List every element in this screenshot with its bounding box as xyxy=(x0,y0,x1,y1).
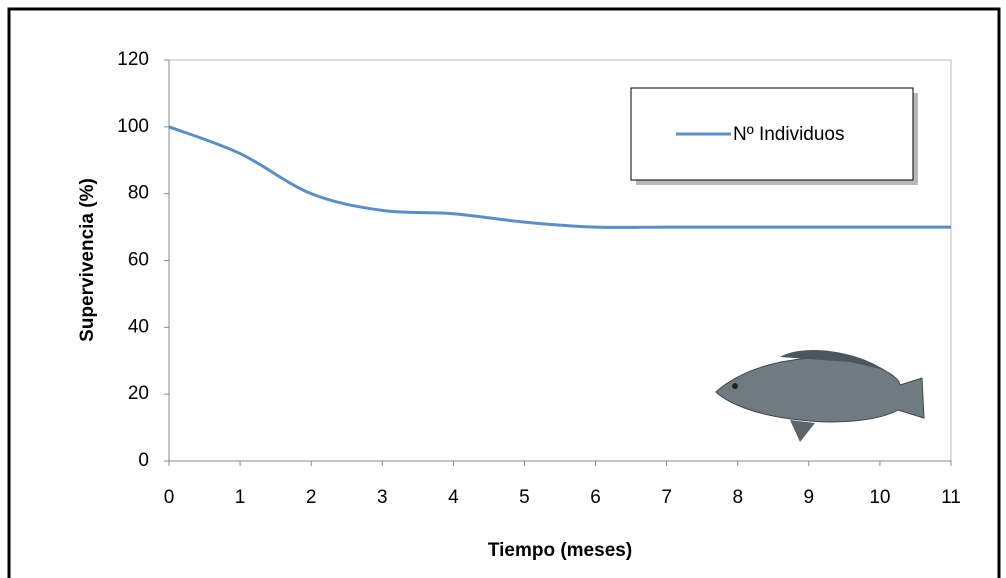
y-axis-title: Supervivencia (%) xyxy=(77,178,98,342)
x-tick-label: 6 xyxy=(590,487,601,508)
y-tick-label: 0 xyxy=(138,450,149,471)
y-tick-label: 40 xyxy=(128,316,149,337)
x-tick-label: 8 xyxy=(732,487,743,508)
y-tick-label: 120 xyxy=(117,49,149,70)
x-tick-label: 0 xyxy=(164,487,175,508)
x-tick-label: 10 xyxy=(869,487,890,508)
y-tick-label: 20 xyxy=(128,383,149,404)
y-tick-label: 60 xyxy=(128,250,149,271)
x-tick-label: 9 xyxy=(804,487,815,508)
y-tick-label: 100 xyxy=(117,116,149,137)
x-tick-label: 4 xyxy=(448,487,459,508)
page: Supervivencia (%) Tiempo (meses) 0204060… xyxy=(0,0,1006,578)
x-tick-label: 11 xyxy=(941,487,961,508)
x-tick-label: 5 xyxy=(519,487,530,508)
x-tick-label: 1 xyxy=(235,487,246,508)
x-axis-title: Tiempo (meses) xyxy=(488,540,632,561)
x-tick-label: 2 xyxy=(306,487,317,508)
x-tick-label: 3 xyxy=(377,487,388,508)
x-tick-label: 7 xyxy=(661,487,672,508)
legend-label: Nº Individuos xyxy=(733,124,845,145)
chart: Supervivencia (%) Tiempo (meses) 0204060… xyxy=(0,0,1006,578)
y-tick-label: 80 xyxy=(128,183,149,204)
fish-eye xyxy=(732,383,738,389)
